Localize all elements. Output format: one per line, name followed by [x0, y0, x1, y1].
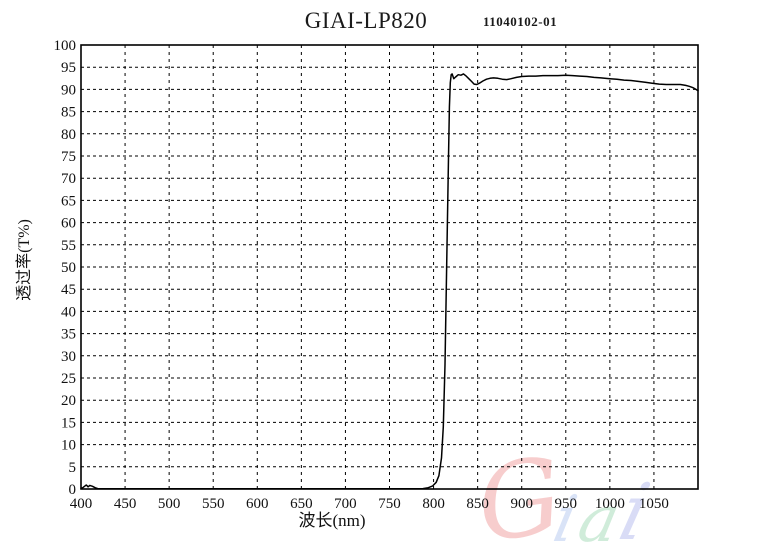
- x-tick-label: 850: [466, 496, 489, 512]
- y-tick-label: 75: [61, 149, 76, 165]
- y-tick-label: 95: [61, 60, 76, 76]
- x-tick-label: 550: [202, 496, 225, 512]
- y-tick-label: 80: [61, 127, 76, 143]
- y-tick-label: 0: [69, 482, 77, 498]
- y-tick-label: 70: [61, 171, 76, 187]
- x-tick-label: 750: [378, 496, 401, 512]
- y-tick-label: 15: [61, 415, 76, 431]
- x-tick-label: 700: [334, 496, 357, 512]
- y-tick-label: 85: [61, 105, 76, 121]
- y-tick-label: 60: [61, 216, 76, 232]
- y-tick-label: 45: [61, 282, 76, 298]
- y-tick-label: 30: [61, 349, 76, 365]
- y-tick-label: 65: [61, 193, 76, 209]
- x-tick-label: 400: [70, 496, 93, 512]
- y-tick-label: 100: [54, 38, 77, 54]
- y-tick-label: 25: [61, 371, 76, 387]
- y-tick-label: 40: [61, 304, 76, 320]
- transmission-curve: [80, 73, 699, 490]
- x-tick-label: 450: [114, 496, 137, 512]
- x-tick-label: 1000: [595, 496, 625, 512]
- x-tick-label: 600: [246, 496, 269, 512]
- y-tick-label: 55: [61, 238, 76, 254]
- x-tick-label: 1050: [639, 496, 669, 512]
- x-tick-label: 650: [290, 496, 313, 512]
- x-tick-label: 500: [158, 496, 181, 512]
- y-tick-label: 20: [61, 393, 76, 409]
- y-tick-label: 50: [61, 260, 76, 276]
- y-tick-label: 90: [61, 82, 76, 98]
- y-tick-label: 35: [61, 327, 76, 343]
- x-tick-label: 950: [555, 496, 578, 512]
- x-tick-label: 800: [422, 496, 445, 512]
- x-tick-label: 900: [510, 496, 533, 512]
- y-tick-label: 5: [69, 460, 77, 476]
- y-tick-label: 10: [61, 438, 76, 454]
